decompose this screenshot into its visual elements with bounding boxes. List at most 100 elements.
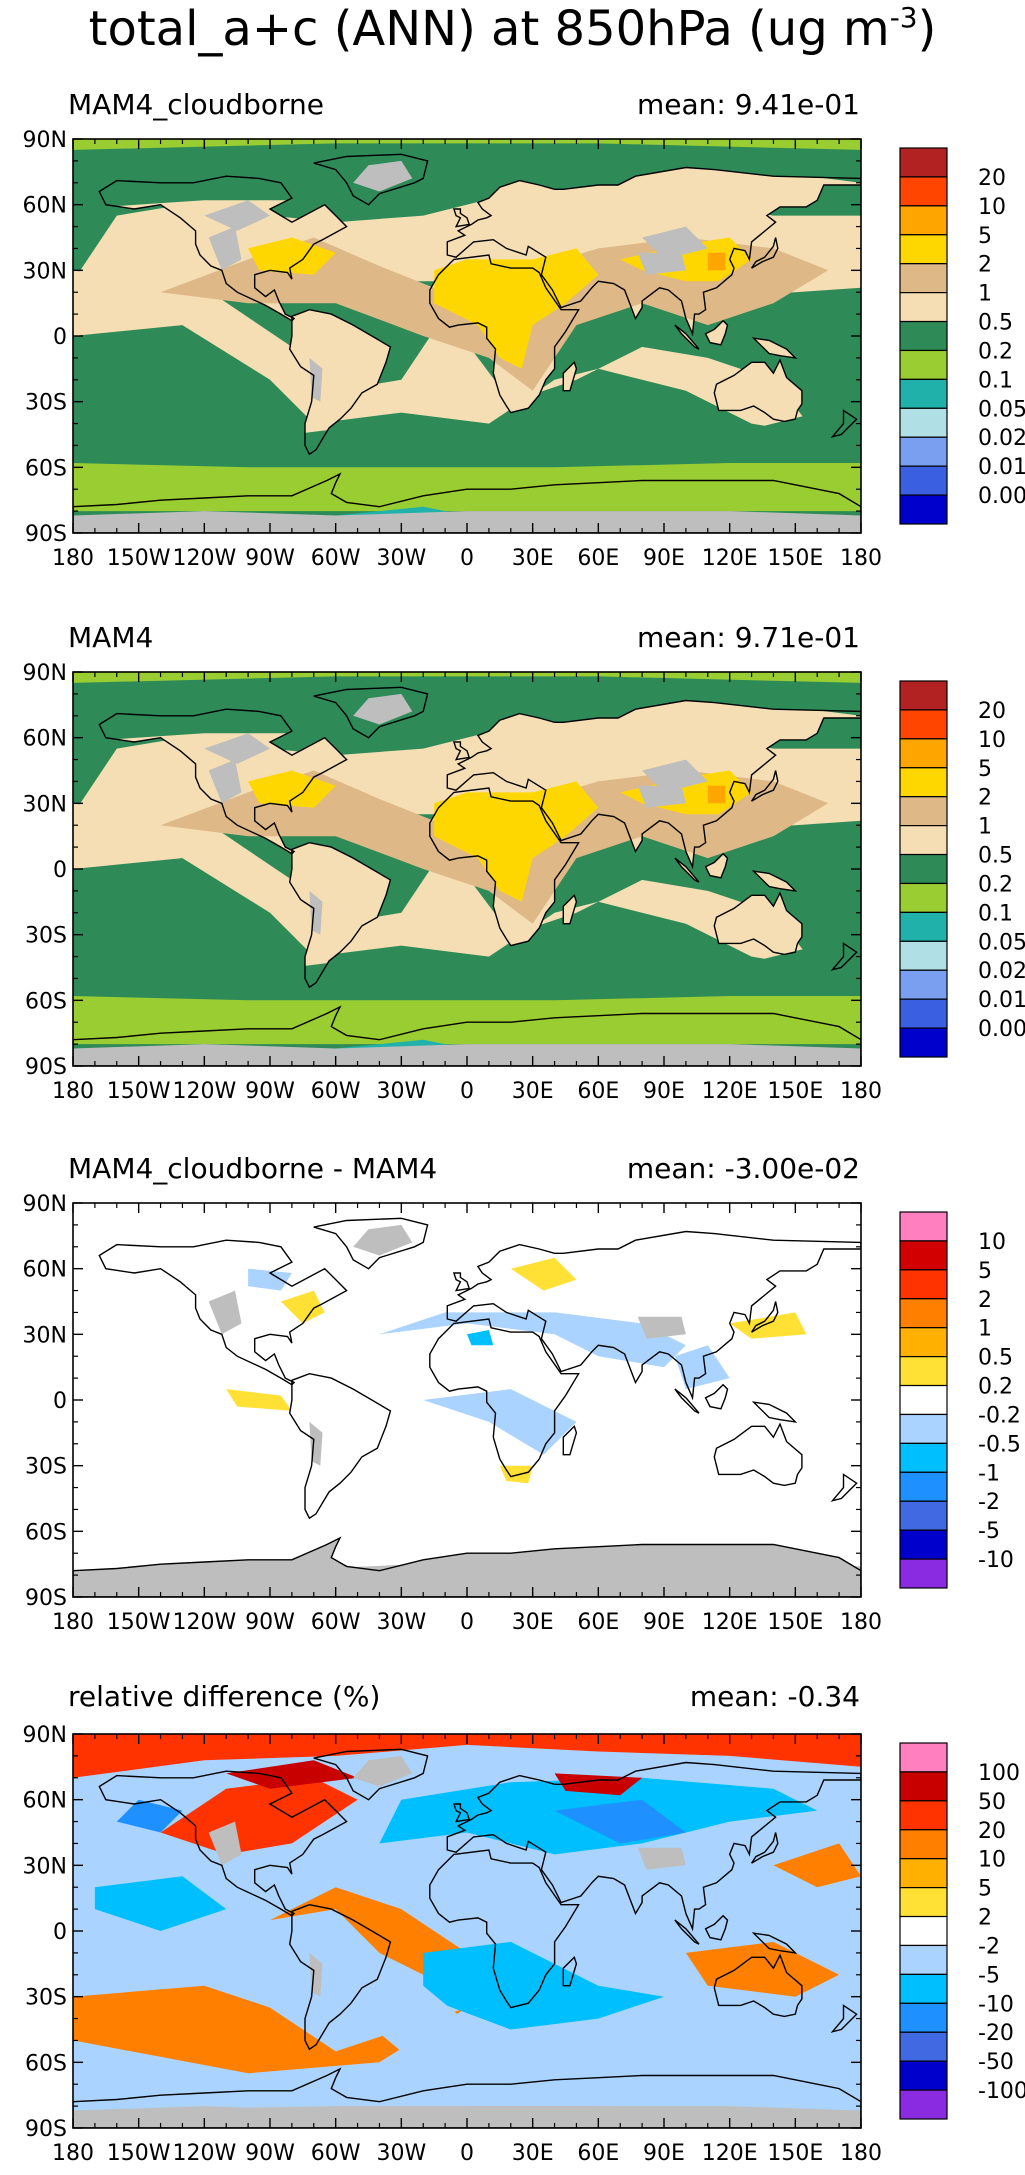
colorbar-swatch <box>899 1027 948 1058</box>
x-tick-label: 120E <box>702 546 758 571</box>
coastline-south-america <box>288 841 392 989</box>
y-tick-label: 60S <box>25 1520 67 1545</box>
x-tick-label: 30W <box>376 1610 426 1635</box>
colorbar-label: 1 <box>978 815 992 840</box>
field-contour-6 <box>379 1312 686 1368</box>
coastline-africa <box>429 1318 580 1478</box>
colorbar-swatch <box>899 407 948 438</box>
x-tick-label: 120W <box>172 2141 236 2166</box>
field-contour-7 <box>423 1389 577 1455</box>
y-tick-label: 0 <box>53 1389 67 1414</box>
figure-title-close: ) <box>917 1 937 57</box>
colorbar-label: 0.01 <box>978 988 1025 1013</box>
land-fill-borneo <box>705 320 728 345</box>
x-tick-label: 90E <box>643 2141 685 2166</box>
colorbar-swatch <box>899 1529 948 1560</box>
coastline-eurasia <box>446 699 861 870</box>
coastline-antarctica <box>73 2067 861 2128</box>
coastline-madagascar <box>562 894 578 925</box>
colorbar-swatch <box>899 1887 948 1918</box>
colorbar-swatch <box>899 680 948 711</box>
x-tick-label: 180 <box>840 1610 882 1635</box>
missing-topography-3 <box>637 252 686 275</box>
colorbar-label: 2 <box>978 786 992 811</box>
colorbar-swatch <box>899 1771 948 1802</box>
colorbar-label: -100 <box>978 2079 1025 2104</box>
colorbar-label: -50 <box>978 2050 1014 2075</box>
x-tick-label: 180 <box>840 546 882 571</box>
colorbar-swatch <box>899 263 948 294</box>
missing-topography-1 <box>208 1290 242 1335</box>
y-tick-label: 60S <box>25 456 67 481</box>
missing-greenland <box>353 1224 413 1256</box>
panel-3-mean: mean: -3.00e-02 <box>626 1152 860 1185</box>
colorbar-label: -0.2 <box>978 1403 1021 1428</box>
coastline-north-america <box>98 1239 348 1386</box>
colorbar-label: 0.05 <box>978 397 1025 422</box>
coastline-sumatra <box>674 1388 700 1414</box>
field-contour-5 <box>434 781 599 902</box>
y-tick-label: 0 <box>53 1920 67 1945</box>
x-tick-label: 30W <box>376 2141 426 2166</box>
x-tick-label: 150W <box>107 546 171 571</box>
x-tick-label: 180 <box>840 2141 882 2166</box>
missing-greenland <box>353 693 413 725</box>
missing-greenland <box>353 160 413 192</box>
missing-topography-3 <box>637 785 686 808</box>
colorbar-swatch <box>899 767 948 798</box>
colorbar-swatch <box>899 1500 948 1531</box>
colorbar-label: -2 <box>978 1490 1000 1515</box>
coastline-great-britain <box>452 1272 471 1292</box>
field-contour-1 <box>73 803 818 968</box>
y-tick-label: 90N <box>23 1723 67 1748</box>
field-contour-6 <box>685 1941 840 1997</box>
missing-topography-3 <box>637 1316 686 1339</box>
colorbar-label: 1 <box>978 1317 992 1342</box>
colorbar-label: 2 <box>978 1288 992 1313</box>
colorbar-swatch <box>899 738 948 769</box>
colorbar-label: -0.5 <box>978 1432 1021 1457</box>
x-tick-label: 60W <box>311 2141 361 2166</box>
field-contour-5 <box>434 248 599 369</box>
field-contour-12 <box>116 1799 183 1833</box>
y-tick-label: 30N <box>23 792 67 817</box>
field-contour-9 <box>248 1268 292 1291</box>
colorbar-label: 0.2 <box>978 339 1013 364</box>
colorbar-swatch <box>899 853 948 885</box>
x-tick-label: 150W <box>107 1610 171 1635</box>
field-contour-4 <box>270 1887 467 1975</box>
land-fill-new-guinea <box>753 338 796 358</box>
coastline-great-britain <box>452 741 471 761</box>
field-contour-14 <box>642 226 708 260</box>
x-tick-label: 150E <box>767 1079 823 1104</box>
field-contour-10 <box>94 1876 227 1931</box>
field-contour-10 <box>467 1330 494 1346</box>
figure-title-exponent: -3 <box>889 1 918 34</box>
x-tick-label: 150E <box>767 2141 823 2166</box>
colorbar-swatch <box>899 709 948 740</box>
colorbar-swatch <box>899 1442 948 1473</box>
colorbar-swatch <box>899 2089 948 2120</box>
coastline-antarctica <box>73 1005 861 1066</box>
y-tick-label: 30S <box>25 924 67 949</box>
x-tick-label: 90E <box>643 1610 685 1635</box>
coastline-africa <box>429 254 580 414</box>
y-tick-label: 0 <box>53 858 67 883</box>
x-tick-label: 60W <box>311 1610 361 1635</box>
field-contour-8 <box>674 1345 730 1390</box>
colorbar-label: 0.02 <box>978 959 1025 984</box>
colorbar-swatch <box>899 234 948 265</box>
y-tick-label: 90S <box>25 522 67 547</box>
x-tick-label: 30E <box>512 1610 554 1635</box>
x-tick-label: 60E <box>577 1079 619 1104</box>
colorbar-swatch <box>899 1211 948 1242</box>
colorbar-swatch <box>899 796 948 827</box>
colorbar-label: 10 <box>978 1230 1006 1255</box>
coastline-great-britain <box>452 208 471 228</box>
coastline-borneo <box>704 852 729 879</box>
field-contour-9 <box>73 672 861 742</box>
x-tick-label: 30E <box>512 1079 554 1104</box>
